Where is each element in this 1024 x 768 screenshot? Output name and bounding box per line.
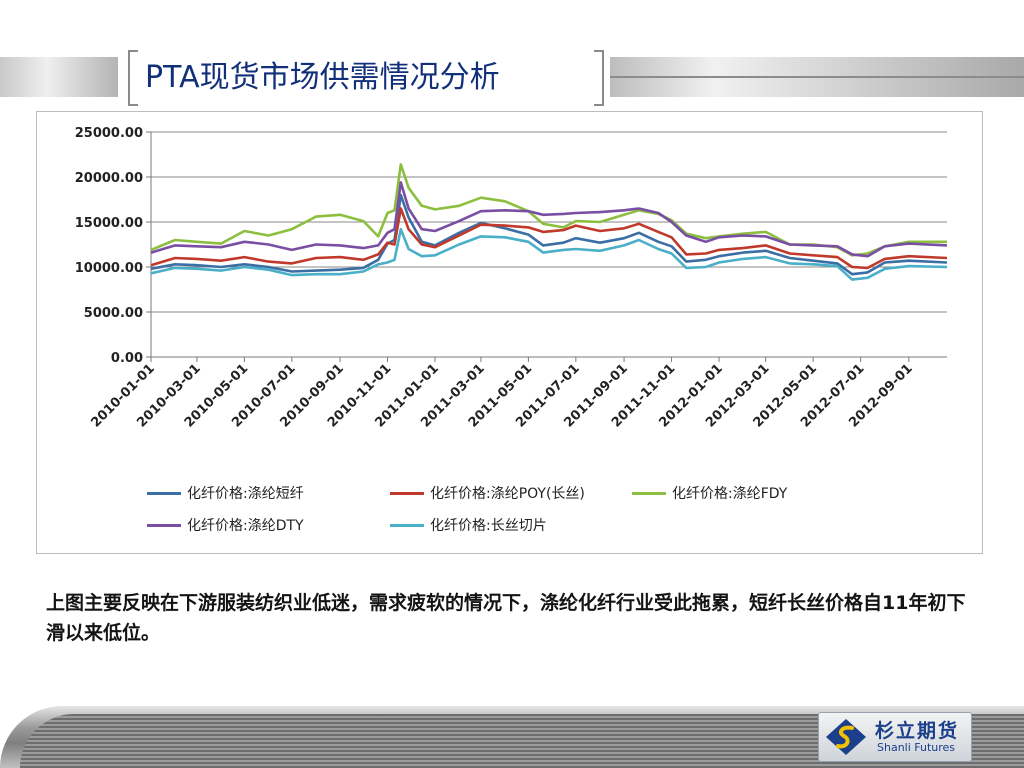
logo-subtitle: Shanli Futures [877, 741, 956, 754]
legend-label: 化纤价格:涤纶DTY [187, 518, 304, 534]
slide-title: PTA现货市场供需情况分析 [145, 60, 500, 95]
legend-item-5: 化纤价格:长丝切片 [390, 514, 547, 536]
header-band-left [0, 57, 118, 97]
legend-swatch [147, 523, 181, 527]
legend-label: 化纤价格:长丝切片 [430, 518, 547, 534]
legend-item-2: 化纤价格:涤纶POY(长丝) [390, 482, 585, 504]
title-bracket-right [594, 50, 604, 106]
header-band-line [610, 76, 1024, 78]
y-tick-label: 25000.00 [75, 126, 143, 141]
series-line-2 [150, 207, 948, 270]
title-bracket-left [128, 50, 138, 106]
y-tick-label: 15000.00 [75, 216, 143, 231]
chart-frame: 0.00 5000.00 10000.00 15000.00 20000.00 25000… [36, 111, 983, 554]
legend-label: 化纤价格:涤纶FDY [672, 486, 788, 502]
legend-swatch [632, 491, 666, 495]
y-tick-label: 20000.00 [75, 171, 143, 186]
series-line-5 [150, 227, 948, 281]
line-chart: 0.00 5000.00 10000.00 15000.00 20000.00 25000… [75, 126, 948, 431]
company-logo: 杉立期货 Shanli Futures [818, 712, 972, 762]
y-tick-label: 0.00 [111, 351, 143, 366]
y-tick-label: 10000.00 [75, 261, 143, 276]
legend-swatch [390, 491, 424, 495]
logo-emblem-icon [826, 719, 866, 755]
legend-item-3: 化纤价格:涤纶FDY [632, 482, 787, 504]
series-line-4 [150, 181, 948, 258]
slide-caption: 上图主要反映在下游服装纺织业低迷，需求疲软的情况下，涤纶化纤行业受此拖累，短纤长… [46, 592, 966, 644]
legend-item-1: 化纤价格:涤纶短纤 [147, 482, 304, 504]
legend-swatch [390, 523, 424, 527]
legend-item-4: 化纤价格:涤纶DTY [147, 514, 304, 536]
series-line-1 [150, 193, 948, 276]
legend-swatch [147, 491, 181, 495]
legend-label: 化纤价格:涤纶POY(长丝) [430, 486, 585, 502]
logo-name: 杉立期货 [875, 720, 960, 742]
legend-label: 化纤价格:涤纶短纤 [187, 486, 304, 502]
series-line-3 [150, 163, 947, 257]
y-tick-label: 5000.00 [84, 306, 143, 321]
